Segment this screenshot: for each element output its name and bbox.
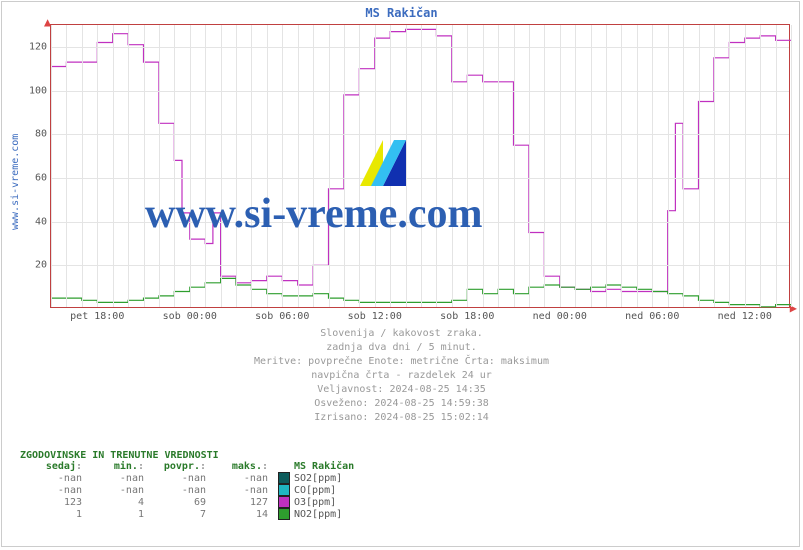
- gridline-h: [51, 91, 789, 92]
- table-cell: -nan: [144, 473, 206, 484]
- table-header: maks.:: [206, 461, 268, 472]
- table-cell: 69: [144, 497, 206, 508]
- series-legend: SO2[ppm]: [268, 472, 342, 484]
- gridline-v: [791, 25, 792, 307]
- table-cell: -nan: [20, 473, 82, 484]
- series-legend: O3[ppm]: [268, 496, 336, 508]
- series-legend: CO[ppm]: [268, 484, 336, 496]
- table-station: MS Rakičan: [268, 461, 354, 472]
- table-cell: 127: [206, 497, 268, 508]
- table-cell: -nan: [206, 485, 268, 496]
- table-row: 11714NO2[ppm]: [20, 508, 354, 520]
- side-label: www.si-vreme.com: [10, 134, 21, 230]
- chart-title: MS Rakičan: [0, 6, 803, 20]
- series-legend-label: O3[ppm]: [294, 497, 336, 508]
- xtick-label: sob 12:00: [348, 311, 402, 322]
- caption-line: zadnja dva dni / 5 minut.: [0, 342, 803, 353]
- table-cell: 123: [20, 497, 82, 508]
- xtick-label: ned 00:00: [533, 311, 587, 322]
- table-cell: -nan: [20, 485, 82, 496]
- table-cell: 14: [206, 509, 268, 520]
- table-header: sedaj:: [20, 461, 82, 472]
- table-cell: 7: [144, 509, 206, 520]
- table-row: 123469127 O3[ppm]: [20, 496, 354, 508]
- table-header: min.:: [82, 461, 144, 472]
- xtick-label: sob 18:00: [440, 311, 494, 322]
- swatch-icon: [278, 496, 290, 508]
- gridline-h: [51, 178, 789, 179]
- caption-line: Veljavnost: 2024-08-25 14:35: [0, 384, 803, 395]
- caption-line: Izrisano: 2024-08-25 15:02:14: [0, 412, 803, 423]
- table-cell: -nan: [144, 485, 206, 496]
- caption-line: Slovenija / kakovost zraka.: [0, 328, 803, 339]
- xtick-label: pet 18:00: [70, 311, 124, 322]
- ytick-label: 20: [35, 260, 47, 271]
- series-legend-label: CO[ppm]: [294, 485, 336, 496]
- gridline-h: [51, 134, 789, 135]
- caption-line: navpična črta - razdelek 24 ur: [0, 370, 803, 381]
- table-cell: 4: [82, 497, 144, 508]
- swatch-icon: [278, 484, 290, 496]
- watermark-text: www.si-vreme.com: [145, 190, 482, 238]
- xtick-label: sob 06:00: [255, 311, 309, 322]
- xtick-label: ned 12:00: [718, 311, 772, 322]
- ytick-label: 40: [35, 216, 47, 227]
- ytick-label: 80: [35, 129, 47, 140]
- table-cell: -nan: [82, 485, 144, 496]
- table-cell: -nan: [206, 473, 268, 484]
- table-title: ZGODOVINSKE IN TRENUTNE VREDNOSTI: [20, 450, 354, 461]
- gridline-h: [51, 47, 789, 48]
- caption-line: Meritve: povprečne Enote: metrične Črta:…: [0, 356, 803, 367]
- ytick-label: 100: [29, 85, 47, 96]
- gridline-h: [51, 265, 789, 266]
- watermark-icon: [360, 140, 406, 186]
- xtick-label: ned 06:00: [625, 311, 679, 322]
- table-header: povpr.:: [144, 461, 206, 472]
- series-legend-label: NO2[ppm]: [294, 509, 342, 520]
- table-cell: 1: [82, 509, 144, 520]
- table-cell: 1: [20, 509, 82, 520]
- series-legend: NO2[ppm]: [268, 508, 342, 520]
- swatch-icon: [278, 472, 290, 484]
- xtick-label: sob 00:00: [163, 311, 217, 322]
- series-legend-label: SO2[ppm]: [294, 473, 342, 484]
- plot-area: ▶ ▲ 20406080100120pet 18:00sob 00:00sob …: [50, 24, 790, 308]
- swatch-icon: [278, 508, 290, 520]
- ytick-label: 60: [35, 172, 47, 183]
- caption-line: Osveženo: 2024-08-25 14:59:38: [0, 398, 803, 409]
- table-row: -nan-nan-nan-nanSO2[ppm]: [20, 472, 354, 484]
- table-row: -nan-nan-nan-nanCO[ppm]: [20, 484, 354, 496]
- table-header-row: sedaj:min.:povpr.:maks.:MS Rakičan: [20, 461, 354, 472]
- ytick-label: 120: [29, 41, 47, 52]
- history-table: ZGODOVINSKE IN TRENUTNE VREDNOSTI sedaj:…: [20, 450, 354, 520]
- table-cell: -nan: [82, 473, 144, 484]
